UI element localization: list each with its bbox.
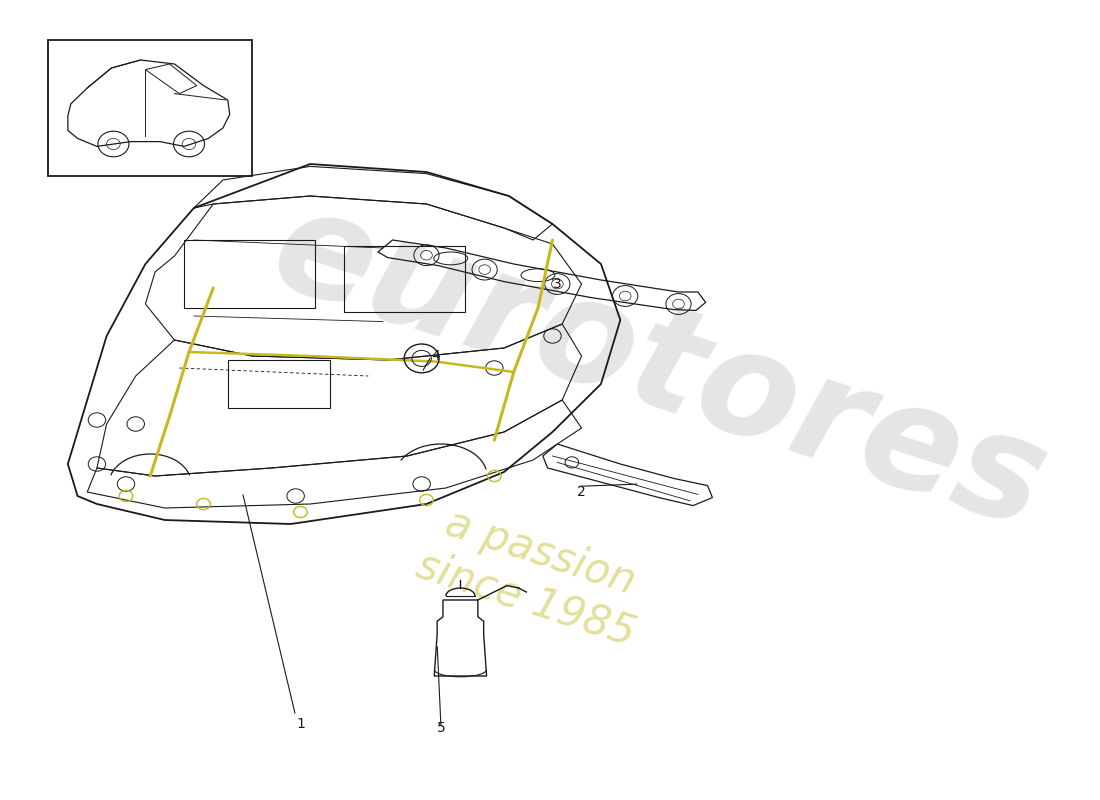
Text: 4: 4 — [432, 349, 441, 363]
Text: 3: 3 — [553, 277, 562, 291]
Text: 5: 5 — [437, 721, 446, 735]
Bar — [184, 240, 315, 308]
Bar — [344, 246, 465, 312]
Text: 1: 1 — [296, 717, 305, 731]
Text: 2: 2 — [578, 485, 586, 499]
Bar — [228, 360, 330, 408]
Text: a passion
since 1985: a passion since 1985 — [411, 498, 656, 654]
Bar — [48, 40, 252, 176]
Text: eurotores: eurotores — [255, 177, 1063, 559]
